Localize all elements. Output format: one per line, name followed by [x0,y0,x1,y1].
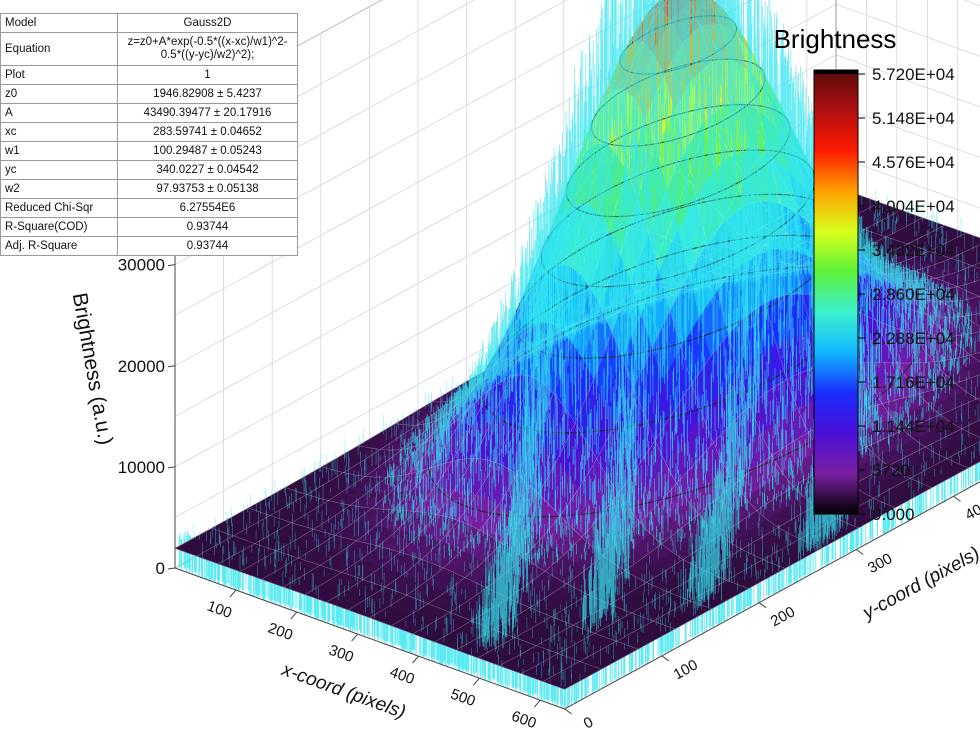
colorbar-tick-label: 5.148E+04 [872,109,955,128]
colorbar-title: Brightness [774,24,897,54]
param-row: xc 283.59741 ± 0.04652 [0,122,298,142]
param-value: 1 [117,65,298,85]
param-label: Plot [0,65,118,85]
param-row: Reduced Chi-Sqr 6.27554E6 [0,198,298,218]
x-tick [473,677,480,686]
param-row: Equation z=z0+A*exp(-0.5*((x-xc)/w1)^2-0.… [0,32,298,66]
x-tick-label: 100 [205,598,234,623]
z-tick-label: 10000 [118,458,165,477]
param-label: Reduced Chi-Sqr [0,198,118,218]
x-tick [412,655,419,664]
y-tick-label: 100 [671,656,701,683]
y-tick [758,602,767,609]
y-tick-label: 0 [581,714,596,733]
x-tick-label: 400 [387,664,416,689]
colorbar-tick-label: 4.576E+04 [872,153,955,172]
colorbar-tick-label: 5720 [872,461,910,480]
param-label: R-Square(COD) [0,217,118,237]
z-axis-label: Brightness (a.u.) [68,291,117,447]
param-label: w2 [0,179,118,199]
x-tick-label: 300 [327,642,356,667]
param-label: Model [0,13,118,33]
z-tick-label: 20000 [118,357,165,376]
param-value: Gauss2D [117,13,298,33]
param-label: yc [0,160,118,180]
x-tick-label: 600 [509,708,538,733]
colorbar-tick-label: 1.716E+04 [872,373,955,392]
z-tick-label: 30000 [118,256,165,275]
param-label: w1 [0,141,118,161]
param-row: yc 340.0227 ± 0.04542 [0,160,298,180]
z-tick-label: 0 [156,559,165,578]
x-tick-label: 500 [448,686,477,711]
y-tick [564,708,572,715]
y-tick-label: 400 [962,497,980,524]
param-value: 340.0227 ± 0.04542 [117,160,298,180]
param-value: 0.93744 [117,217,298,237]
z-tick [167,466,176,469]
y-tick [661,655,670,662]
x-tick [229,589,237,598]
colorbar-overflow [814,70,858,74]
param-row: Model Gauss2D [0,13,298,33]
y-tick-label: 200 [768,603,798,630]
param-value: 283.59741 ± 0.04652 [117,122,298,142]
fit-parameter-table: Model Gauss2D Equation z=z0+A*exp(-0.5*((x-… [0,13,298,256]
param-label: Equation [0,32,118,66]
param-value: 100.29487 ± 0.05243 [117,141,298,161]
x-axis-label: x-coord (pixels) [278,659,408,723]
grid-line [174,0,660,266]
param-label: Adj. R-Square [0,236,118,256]
param-row: A 43490.39477 ± 20.17916 [0,103,298,123]
param-row: w1 100.29487 ± 0.05243 [0,141,298,161]
param-value: 97.93753 ± 0.05138 [117,179,298,199]
x-tick-label: 200 [266,620,295,645]
colorbar-tick-label: 5.720E+04 [872,65,955,84]
colorbar-tick-label: 4.004E+04 [872,197,955,216]
param-value: 43490.39477 ± 20.17916 [117,103,298,123]
grid-line [174,0,980,316]
param-row: w2 97.93753 ± 0.05138 [0,179,298,199]
param-value: 6.27554E6 [117,198,298,218]
colorbar-tick-label: 2.288E+04 [872,329,955,348]
param-row: Plot 1 [0,65,298,85]
colorbar-tick-label: 3.432E+04 [872,241,955,260]
colorbar-gradient [813,69,859,515]
grid-line [174,0,568,215]
param-row: Adj. R-Square 0.93744 [0,236,298,256]
param-row: R-Square(COD) 0.93744 [0,217,298,237]
param-label: z0 [0,84,118,104]
x-tick [290,611,298,620]
colorbar-tick-label: 2.860E+04 [872,285,955,304]
z-tick [167,365,176,368]
colorbar-tick-label: 1.144E+04 [872,417,955,436]
y-tick-label: 300 [865,550,895,577]
param-value: 1946.82908 ± 5.4237 [117,84,298,104]
param-value: 0.93744 [117,236,298,256]
surface-patch [972,430,980,438]
y-tick [953,495,961,502]
x-tick [533,699,541,708]
z-tick [167,264,176,267]
param-label: A [0,103,118,123]
x-tick [351,633,359,642]
y-tick [855,549,864,555]
param-value: z=z0+A*exp(-0.5*((x-xc)/w1)^2-0.5*((y-yc… [117,32,298,66]
surface-patch [974,279,980,284]
colorbar-tick-label: 0.000 [872,505,915,524]
param-row: z0 1946.82908 ± 5.4237 [0,84,298,104]
surface-patch [973,374,980,382]
param-label: xc [0,122,118,142]
z-tick [167,567,176,570]
grid-line [174,0,475,164]
